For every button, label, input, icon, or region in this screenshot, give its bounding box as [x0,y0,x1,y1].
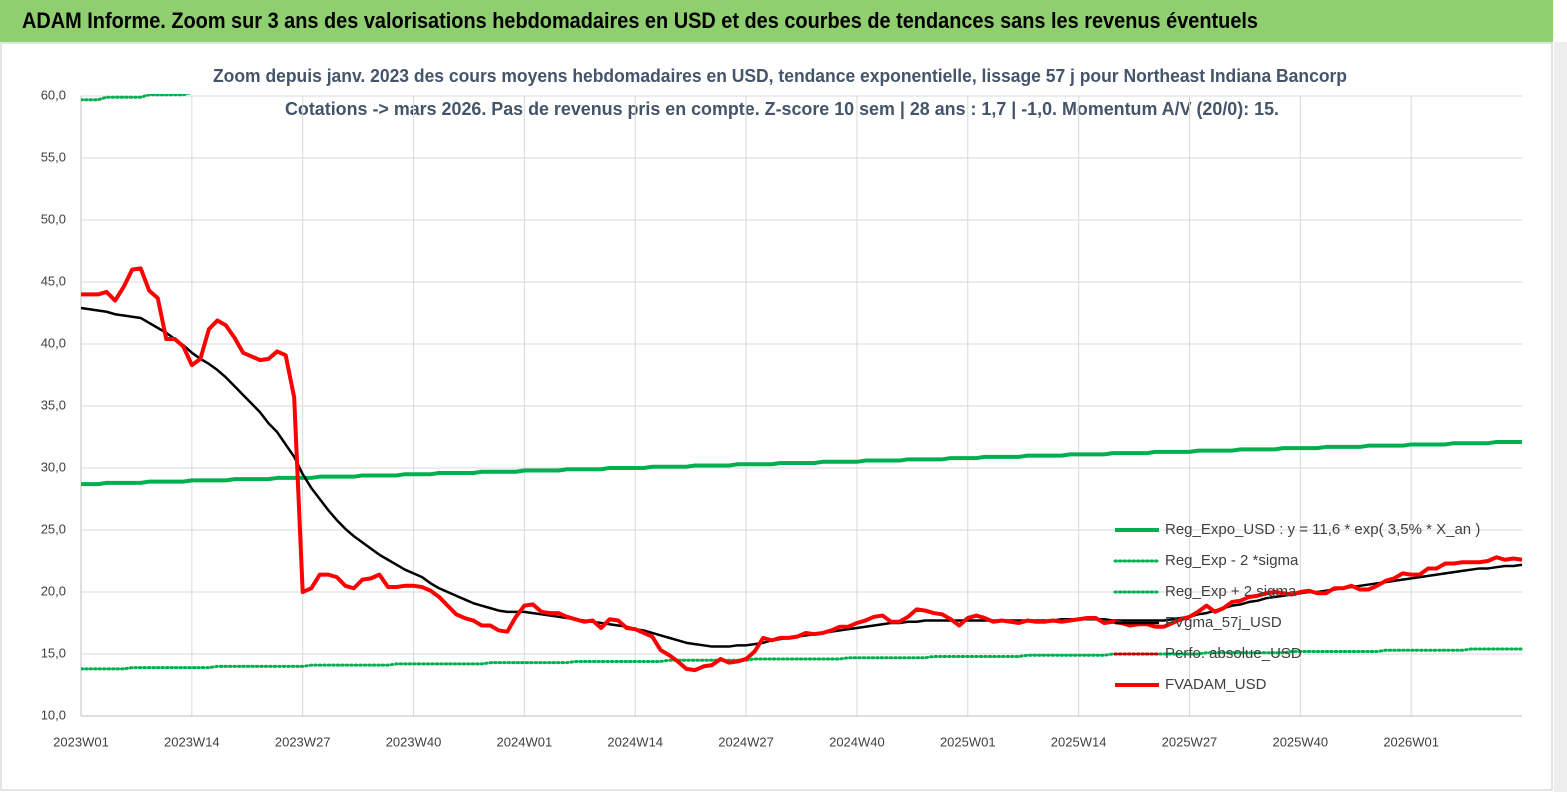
x-tick-label: 2023W40 [386,734,442,749]
y-tick-label: 50,0 [41,211,66,226]
legend-label: Reg_Exp + 2 sigma [1165,583,1297,600]
x-tick-label: 2024W40 [829,734,885,749]
y-tick-label: 40,0 [41,335,66,350]
x-tick-label: 2023W14 [164,734,220,749]
x-tick-label: 2023W01 [53,734,109,749]
y-tick-label: 15,0 [41,645,66,660]
x-tick-label: 2024W01 [497,734,553,749]
lines-layer [81,94,1524,673]
labels-layer: 10,0 15,0 20,0 25,0 30,0 35,0 40,0 45,0 50,0 55,0… [41,87,1439,749]
x-tick-label: 2025W27 [1162,734,1218,749]
chart-title: Zoom depuis janv. 2023 des cours moyens … [213,66,1347,86]
series-line [81,439,1522,487]
y-tick-label: 35,0 [41,397,66,412]
x-tick-label: 2024W14 [607,734,663,749]
series-line [81,647,1524,671]
legend-label: Perfo. absolue_USD [1165,645,1302,662]
x-tick-label: 2025W14 [1051,734,1107,749]
y-tick-label: 45,0 [41,273,66,288]
legend: Reg_Expo_USD : y = 11,6 * exp( 3,5% * X_… [1113,521,1480,693]
x-tick-label: 2025W01 [940,734,996,749]
y-tick-label: 60,0 [41,87,66,102]
y-tick-label: 10,0 [41,707,66,722]
side-strip [1554,42,1567,792]
header-banner [0,0,1553,42]
x-tick-label: 2025W40 [1272,734,1328,749]
y-tick-label: 55,0 [41,149,66,164]
legend-label: FVgma_57j_USD [1165,614,1282,631]
series-line [81,266,1523,673]
page-title: ADAM Informe. Zoom sur 3 ans des valoris… [22,8,1258,33]
x-tick-label: 2024W27 [718,734,774,749]
chart-subtitle: Cotations -> mars 2026. Pas de revenus p… [285,99,1279,119]
chart-frame [0,42,1553,791]
legend-label: FVADAM_USD [1165,676,1267,693]
y-tick-label: 25,0 [41,521,66,536]
legend-label: Reg_Exp - 2 *sigma [1165,552,1299,569]
legend-label: Reg_Expo_USD : y = 11,6 * exp( 3,5% * X_… [1165,521,1480,538]
y-tick-label: 30,0 [41,459,66,474]
x-tick-label: 2023W27 [275,734,331,749]
y-tick-label: 20,0 [41,583,66,598]
grid-layer [80,95,1522,717]
x-tick-label: 2026W01 [1383,734,1439,749]
